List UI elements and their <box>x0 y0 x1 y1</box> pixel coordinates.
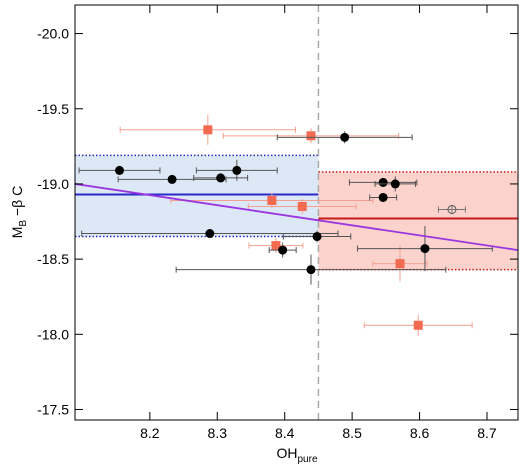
point <box>390 179 400 189</box>
point <box>232 165 242 175</box>
point <box>378 177 388 187</box>
y-tick-label: -20.0 <box>37 26 69 42</box>
y-tick-label: -19.5 <box>37 101 69 117</box>
y-tick-label: -19.0 <box>37 176 69 192</box>
point <box>340 132 350 142</box>
point <box>271 241 281 251</box>
x-tick-label: 8.5 <box>342 425 362 441</box>
x-tick-label: 8.2 <box>140 425 160 441</box>
point <box>447 204 457 214</box>
y-label-sub: B <box>18 220 29 227</box>
region <box>318 171 518 270</box>
y-tick-label: -18.0 <box>37 326 69 342</box>
point <box>115 165 125 175</box>
point <box>420 244 430 254</box>
point <box>267 195 277 205</box>
point <box>167 174 177 184</box>
point <box>312 232 322 242</box>
y-label-main: M <box>9 227 25 239</box>
plot-frame <box>74 4 519 421</box>
point <box>297 201 307 211</box>
point <box>413 320 423 330</box>
y-tick-label: -17.5 <box>37 401 69 417</box>
y-axis-label: MB −β C <box>9 186 29 238</box>
point <box>278 245 288 255</box>
fit-line <box>74 183 519 251</box>
point <box>203 125 213 135</box>
x-tick-label: 8.3 <box>208 425 228 441</box>
x-label-main: OH <box>276 445 297 461</box>
point <box>306 131 316 141</box>
x-tick-label: 8.6 <box>410 425 430 441</box>
y-tick-label: -18.5 <box>37 251 69 267</box>
y-label-rest: −β C <box>9 186 25 220</box>
x-tick-label: 8.4 <box>275 425 295 441</box>
x-label-sub: pure <box>297 454 317 465</box>
point <box>395 259 405 269</box>
point <box>216 173 226 183</box>
point <box>205 229 215 239</box>
x-axis-label: OHpure <box>276 445 317 465</box>
x-tick-label: 8.7 <box>477 425 497 441</box>
point <box>306 265 316 275</box>
point <box>378 192 388 202</box>
